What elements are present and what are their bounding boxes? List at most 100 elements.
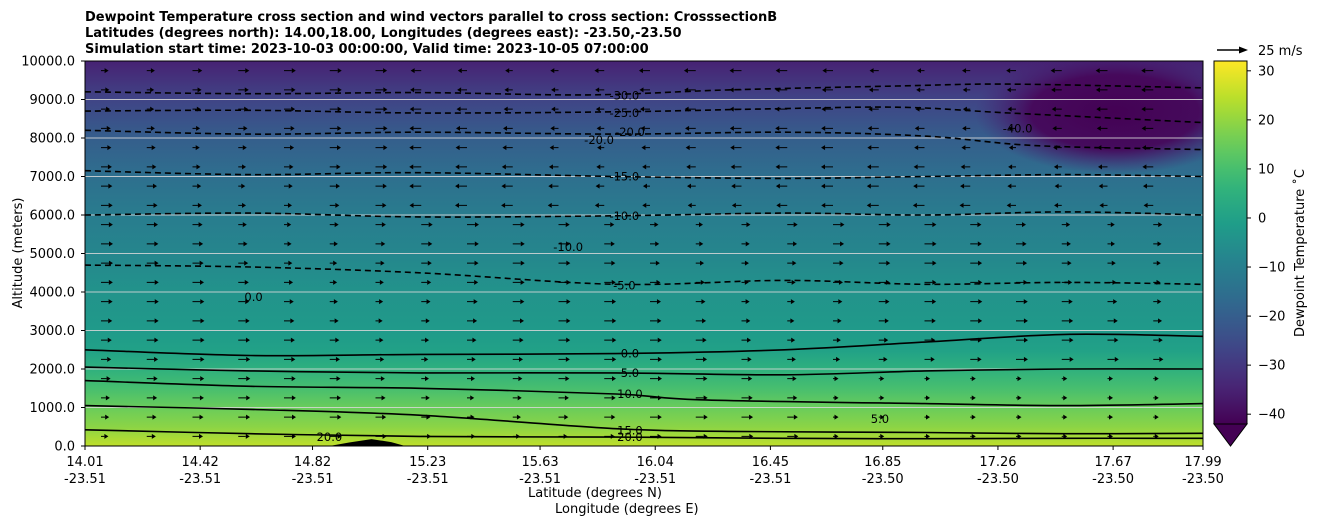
wind-vector-head (640, 106, 645, 112)
wind-vector-head (821, 183, 826, 189)
wind-vector-head (866, 183, 871, 189)
contour-line-0 (85, 333, 1203, 357)
wind-vector-head (960, 164, 965, 170)
wind-vector-head (457, 87, 462, 93)
wind-vector-head (471, 433, 476, 439)
wind-vector-head (962, 68, 967, 74)
wind-vector-head (455, 145, 460, 151)
x-tick-label-latitude: 14.42 (182, 455, 219, 470)
wind-vector-head (834, 414, 839, 420)
wind-vector-head (822, 68, 827, 74)
wind-vector-head (1110, 241, 1115, 247)
wind-vector-head (246, 356, 251, 362)
wind-vector-head (1066, 241, 1071, 247)
wind-vector-head (1142, 183, 1147, 189)
x-tick-label-longitude: -23.51 (407, 472, 449, 487)
y-tick-label: 4000.0 (30, 286, 76, 301)
wind-vector-head (505, 68, 510, 74)
wind-vector-head (1097, 145, 1102, 151)
wind-vector-head (977, 337, 982, 343)
wind-vector-head (821, 164, 826, 170)
wind-vector-head (1114, 356, 1119, 362)
wind-vector-head (550, 68, 555, 74)
wind-vector-head (381, 222, 386, 228)
wind-vector-head (455, 202, 460, 208)
wind-vector-head (287, 241, 292, 247)
wind-vector-head (200, 356, 205, 362)
wind-vector-head (197, 87, 202, 93)
wind-vector-head (926, 414, 930, 420)
wind-vector-head (470, 376, 475, 382)
wind-vector-head (335, 337, 340, 343)
wind-vector-head (1052, 125, 1057, 131)
wind-vector-head (867, 164, 872, 170)
wind-vector-head (1023, 356, 1028, 362)
wind-vector-head (612, 318, 617, 324)
contour-label: 20.0 (617, 430, 643, 444)
wind-vector-head (291, 395, 296, 401)
wind-vector-head (380, 356, 385, 362)
wind-vector-head (1006, 202, 1011, 208)
wind-vector-head (551, 106, 556, 112)
wind-vector-head (335, 202, 340, 208)
wind-vector-head (333, 279, 338, 285)
wind-vector-head (382, 202, 387, 208)
wind-vector-head (886, 241, 891, 247)
wind-vector-head (962, 106, 967, 112)
wind-vector-head (336, 376, 341, 382)
wind-vector-head (245, 299, 250, 305)
wind-vector-head (731, 202, 736, 208)
wind-vector-head (978, 299, 983, 305)
x-tick-label-latitude: 16.85 (864, 455, 901, 470)
wind-vector-head (504, 87, 509, 93)
wind-vector-head (730, 164, 735, 170)
x-tick-label-latitude: 15.63 (521, 455, 558, 470)
wind-vector-head (971, 376, 976, 382)
wind-vector-head (834, 395, 839, 401)
wind-vector-head (747, 356, 752, 362)
wind-vector-head (151, 433, 156, 439)
wind-vector-head (821, 202, 826, 208)
contour-label: -10.0 (609, 209, 639, 223)
wind-vector-head (793, 241, 798, 247)
wind-vector-head (565, 222, 570, 228)
wind-vector-head (242, 164, 247, 170)
wind-vector-head (729, 68, 734, 74)
wind-vector-head (686, 164, 691, 170)
x-tick-label-longitude: -23.50 (977, 472, 1019, 487)
wind-vector-head (640, 125, 645, 131)
wind-vector-head (380, 376, 385, 382)
wind-vector-head (867, 125, 872, 131)
y-axis-label: Altitude (meters) (11, 198, 26, 309)
wind-vector-head (1141, 106, 1146, 112)
wind-vector-head (885, 279, 890, 285)
wind-vector-head (566, 299, 571, 305)
x-tick-label-longitude: -23.51 (179, 472, 221, 487)
wind-vector-head (977, 222, 982, 228)
wind-vector-head (428, 222, 433, 228)
wind-vector-head (698, 222, 703, 228)
wind-vector-head (1109, 433, 1113, 439)
wind-vector-head (684, 106, 689, 112)
wind-vector-head (685, 125, 690, 131)
x-tick-label-latitude: 16.45 (752, 455, 789, 470)
wind-vector-head (611, 414, 616, 420)
wind-vector-head (105, 395, 110, 401)
wind-vector-head (612, 356, 617, 362)
wind-vector-head (426, 299, 431, 305)
contour-label: -20.0 (584, 133, 614, 147)
wind-vector-head (199, 395, 204, 401)
y-tick-label: 5000.0 (30, 247, 76, 262)
wind-vector-head (337, 87, 342, 93)
wind-vector-head (566, 318, 571, 324)
wind-vector-head (1158, 318, 1163, 324)
wind-vector-head (424, 376, 429, 382)
wind-vector-head (291, 87, 296, 93)
wind-vector-head (424, 356, 429, 362)
wind-vector-head (153, 395, 158, 401)
wind-vector-head (775, 106, 780, 112)
wind-vector-head (379, 279, 384, 285)
wind-vector-head (154, 356, 159, 362)
wind-vector-head (775, 164, 780, 170)
